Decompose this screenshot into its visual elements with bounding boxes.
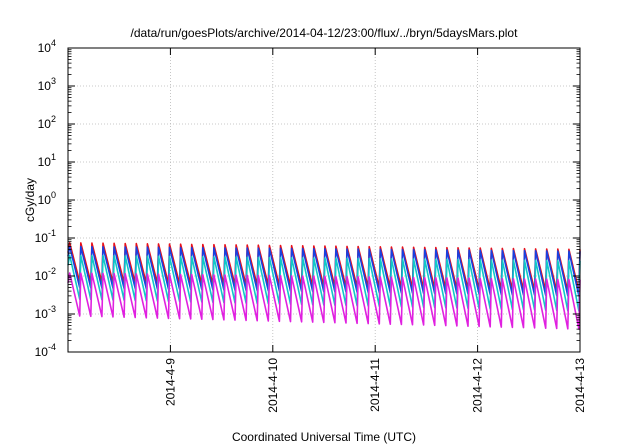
y-tick-label: 102: [38, 114, 56, 131]
y-tick-label: 103: [38, 76, 56, 93]
y-tick-base: 10: [38, 117, 52, 131]
y-tick-exponent: 1: [51, 152, 56, 162]
y-tick-label: 101: [38, 152, 56, 169]
y-tick-label: 10-3: [35, 304, 56, 321]
y-tick-base: 10: [38, 193, 52, 207]
y-tick-exponent: 4: [51, 38, 56, 48]
y-tick-exponent: 3: [51, 76, 56, 86]
x-tick-label: 2014-4-13: [573, 358, 587, 413]
y-tick-exponent: -3: [48, 304, 56, 314]
y-tick-base: 10: [35, 345, 49, 359]
y-tick-label: 100: [38, 190, 56, 207]
y-tick-label: 10-4: [35, 342, 56, 359]
y-tick-base: 10: [35, 231, 49, 245]
x-tick-label: 2014-4-9: [163, 358, 177, 406]
x-tick-label: 2014-4-10: [266, 358, 280, 413]
y-tick-exponent: -1: [48, 228, 56, 238]
y-tick-label: 10-2: [35, 266, 56, 283]
x-tick-label: 2014-4-11: [368, 358, 382, 412]
y-tick-exponent: 0: [51, 190, 56, 200]
y-tick-exponent: 2: [51, 114, 56, 124]
y-tick-exponent: -2: [48, 266, 56, 276]
y-tick-exponent: -4: [48, 342, 56, 352]
x-axis-ticks: 2014-4-9 2014-4-10 2014-4-11 2014-4-12 2014-…: [163, 48, 587, 413]
series-line: [67, 272, 581, 330]
y-tick-base: 10: [38, 41, 52, 55]
y-tick-label: 10-1: [35, 228, 56, 245]
y-tick-label: 104: [38, 38, 56, 55]
y-tick-base: 10: [38, 79, 52, 93]
series-layer: [67, 242, 581, 330]
x-axis-label: Coordinated Universal Time (UTC): [232, 430, 416, 444]
y-tick-base: 10: [35, 269, 49, 283]
y-tick-base: 10: [38, 155, 52, 169]
chart-title: /data/run/goesPlots/archive/2014-04-12/2…: [131, 26, 519, 40]
x-tick-label: 2014-4-12: [471, 358, 485, 413]
y-tick-base: 10: [35, 307, 49, 321]
y-axis-label: cGy/day: [23, 178, 37, 222]
